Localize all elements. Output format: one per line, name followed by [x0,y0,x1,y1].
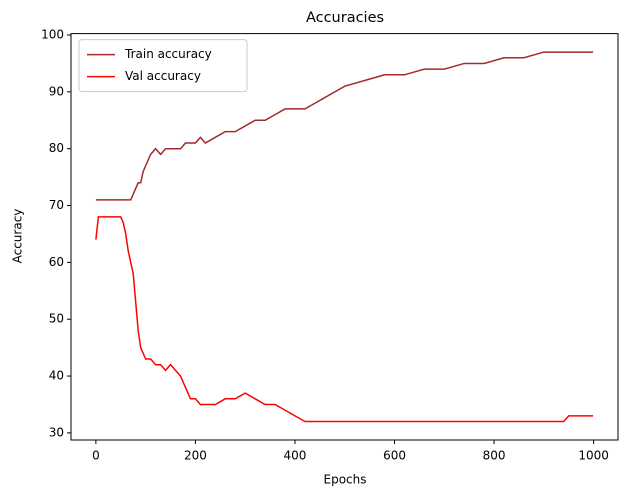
y-tick-label: 60 [49,255,64,269]
y-tick-label: 30 [49,425,64,439]
legend-label: Val accuracy [125,69,201,83]
chart-title: Accuracies [306,10,384,26]
plot-frame [70,33,619,441]
legend-label: Train accuracy [124,47,212,61]
x-tick-label: 200 [184,449,207,463]
x-tick-label: 800 [483,449,506,463]
x-axis-label: Epochs [324,473,367,487]
y-tick-label: 90 [49,84,64,98]
y-tick-label: 40 [49,369,64,383]
series-line [95,51,594,201]
y-tick-label: 80 [49,141,64,155]
y-axis-label: Accuracy [11,209,25,264]
series-line [95,216,594,423]
y-tick-label: 100 [41,28,64,42]
y-tick-label: 70 [49,198,64,212]
legend-box [78,39,248,93]
x-tick-label: 600 [383,449,406,463]
y-tick-label: 50 [49,312,64,326]
x-tick-label: 1000 [578,449,609,463]
x-tick-label: 400 [284,449,307,463]
x-tick-label: 0 [92,449,100,463]
